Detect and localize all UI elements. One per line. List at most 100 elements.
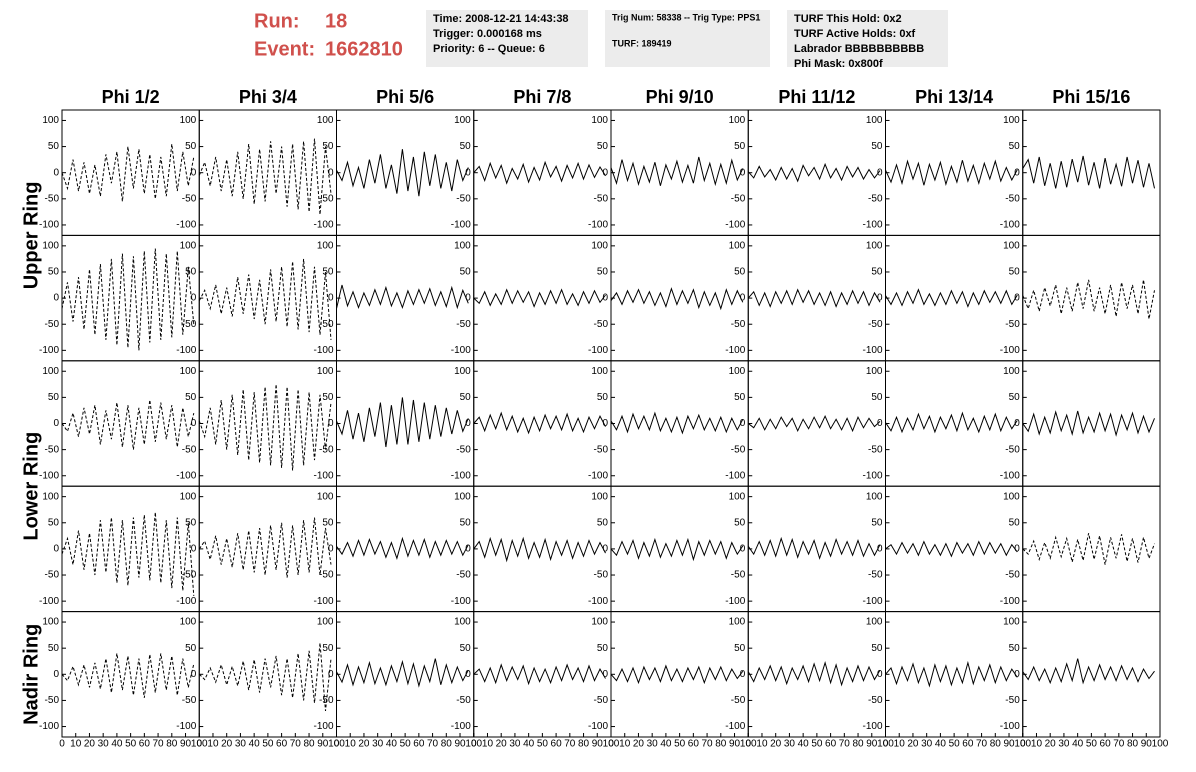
y-tick-label: -100	[176, 596, 196, 607]
x-tick-label: 10	[619, 739, 631, 750]
x-tick-label: 80	[166, 739, 178, 750]
x-tick-label: 40	[386, 739, 398, 750]
x-tick-label: 60	[1100, 739, 1112, 750]
x-tick-label: 50	[1086, 739, 1098, 750]
y-tick-label: 100	[729, 115, 746, 126]
y-tick-label: 100	[1003, 491, 1020, 502]
y-tick-label: 50	[1009, 141, 1021, 152]
x-tick-label: 90	[866, 739, 878, 750]
x-tick-label: 50	[400, 739, 412, 750]
y-tick-label: 100	[866, 491, 883, 502]
y-tick-label: 50	[597, 141, 609, 152]
y-tick-label: 0	[1014, 418, 1020, 429]
waveform	[336, 397, 469, 448]
panel-frame	[61, 234, 200, 362]
x-tick-label: 20	[770, 739, 782, 750]
x-tick-label: 50	[537, 739, 549, 750]
waveform	[198, 517, 332, 578]
y-tick-label: 50	[597, 267, 609, 278]
run-label: Run:	[254, 10, 300, 32]
y-tick-label: -50	[868, 695, 883, 706]
y-tick-label: 50	[185, 267, 197, 278]
y-tick-label: 0	[740, 293, 746, 304]
x-tick-label: 0	[334, 739, 340, 750]
y-tick-label: 50	[597, 392, 609, 403]
waveform	[61, 248, 195, 351]
y-tick-label: 50	[460, 643, 472, 654]
y-tick-label: 50	[734, 517, 746, 528]
waveform	[1022, 410, 1155, 437]
y-tick-label: 50	[322, 517, 334, 528]
column-title: Phi 11/12	[778, 87, 855, 107]
y-tick-label: -100	[1000, 596, 1020, 607]
panel-frame	[747, 611, 886, 738]
y-tick-label: 100	[317, 491, 334, 502]
panel-frame	[61, 360, 200, 487]
y-tick-label: 0	[740, 544, 746, 555]
x-tick-label: 60	[139, 739, 151, 750]
x-tick-label: 10	[894, 739, 906, 750]
x-tick-label: 80	[1127, 739, 1139, 750]
x-tick-label: 60	[962, 739, 974, 750]
waveform	[610, 664, 744, 685]
y-tick-label: 100	[180, 366, 197, 377]
y-tick-label: 100	[1003, 115, 1020, 126]
x-tick-label: 10	[207, 739, 219, 750]
y-tick-label: 0	[191, 418, 197, 429]
y-tick-label: 100	[42, 115, 59, 126]
y-tick-label: 0	[191, 167, 197, 178]
x-tick-label: 90	[317, 739, 329, 750]
y-tick-label: 0	[53, 167, 59, 178]
y-tick-label: -50	[45, 695, 60, 706]
x-tick-label: 50	[674, 739, 686, 750]
x-tick-label: 100	[328, 739, 345, 750]
y-tick-label: 50	[871, 392, 883, 403]
waveform	[336, 536, 469, 560]
x-tick-label: 50	[949, 739, 961, 750]
x-tick-label: 70	[427, 739, 439, 750]
y-tick-label: 0	[740, 418, 746, 429]
column-title: Phi 15/16	[1052, 87, 1130, 107]
x-tick-label: 20	[1045, 739, 1057, 750]
y-tick-label: 50	[322, 141, 334, 152]
x-tick-label: 30	[647, 739, 659, 750]
y-tick-label: 50	[48, 517, 60, 528]
y-tick-label: -50	[319, 193, 334, 204]
x-tick-label: 60	[413, 739, 425, 750]
y-tick-label: 50	[185, 517, 197, 528]
y-tick-label: -50	[319, 695, 334, 706]
x-tick-label: 100	[1014, 739, 1031, 750]
y-tick-label: 0	[328, 544, 334, 555]
y-tick-label: -100	[862, 721, 882, 732]
y-tick-label: 0	[1014, 544, 1020, 555]
y-tick-label: -50	[456, 695, 471, 706]
x-tick-label: 80	[852, 739, 864, 750]
y-tick-label: -50	[182, 319, 197, 330]
y-tick-label: 100	[591, 366, 608, 377]
y-tick-label: -100	[725, 220, 745, 231]
x-tick-label: 70	[1113, 739, 1125, 750]
x-tick-label: 90	[1003, 739, 1015, 750]
y-tick-label: -100	[39, 721, 59, 732]
y-tick-label: -50	[731, 444, 746, 455]
x-tick-label: 40	[660, 739, 672, 750]
x-tick-label: 30	[98, 739, 110, 750]
y-tick-label: -100	[451, 220, 471, 231]
panel-frame	[198, 109, 337, 236]
x-tick-label: 10	[482, 739, 494, 750]
y-tick-label: 100	[729, 617, 746, 628]
x-tick-label: 10	[70, 739, 82, 750]
waveform	[747, 288, 881, 308]
y-tick-label: -50	[45, 444, 60, 455]
panel-frame	[61, 109, 200, 236]
row-title: Upper Ring	[20, 182, 42, 290]
y-tick-label: 100	[1003, 617, 1020, 628]
x-tick-label: 0	[883, 739, 889, 750]
y-tick-label: 100	[180, 491, 197, 502]
info-line: Labrador BBBBBBBBBB	[794, 43, 924, 55]
y-tick-label: 0	[602, 669, 608, 680]
y-tick-label: 100	[317, 240, 334, 251]
x-tick-label: 0	[471, 739, 477, 750]
waveform	[747, 415, 881, 433]
x-tick-label: 100	[877, 739, 894, 750]
